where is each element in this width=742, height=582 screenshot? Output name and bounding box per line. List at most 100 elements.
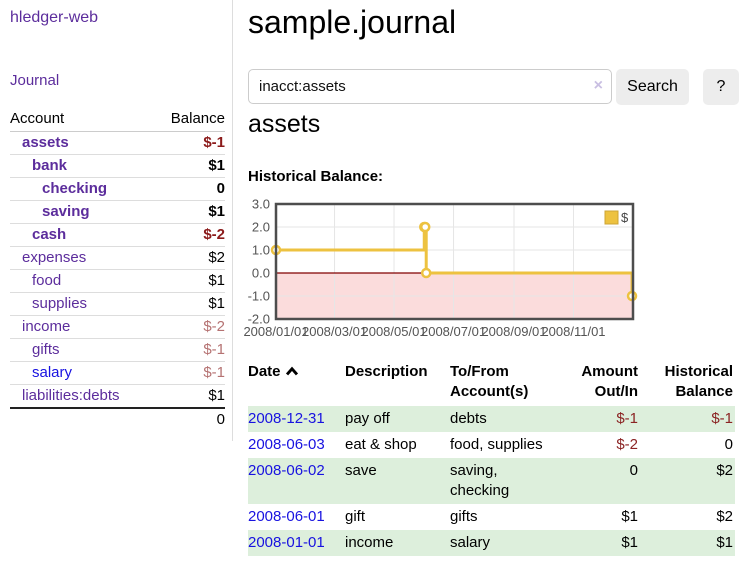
- register-table: Date Description To/From Account(s) Amount …: [248, 360, 735, 556]
- account-link[interactable]: income: [22, 318, 71, 335]
- chart-title: Historical Balance:: [248, 168, 384, 185]
- chart-svg: $3.0 2.0 1.0 0.0 -1.0 -2.02008/01/012008/03/0…: [243, 197, 638, 339]
- transaction-accounts: saving, checking: [450, 462, 510, 499]
- page-title: sample.journal: [248, 4, 457, 40]
- clear-search-icon[interactable]: ×: [593, 77, 603, 94]
- help-button[interactable]: ?: [703, 69, 739, 105]
- account-heading: assets: [248, 110, 321, 138]
- accounts-total-row: 0: [10, 407, 225, 431]
- register-col-historical-balance: Historical Balance: [664, 363, 733, 400]
- account-row: liabilities:debts $1: [10, 384, 225, 408]
- transaction-accounts: gifts: [450, 508, 478, 525]
- account-link[interactable]: liabilities:debts: [22, 387, 120, 404]
- transaction-description: income: [345, 534, 394, 551]
- account-balance: $-2: [153, 223, 225, 247]
- register-col-to-from-account-s: To/From Account(s): [450, 363, 529, 400]
- account-link[interactable]: bank: [32, 157, 68, 174]
- accounts-total-value: 0: [153, 407, 225, 431]
- legend-label: $: [621, 210, 629, 225]
- account-row: expenses $2: [10, 246, 225, 270]
- accounts-col-account: Account: [10, 107, 154, 132]
- register-col-description: Description: [345, 363, 428, 380]
- account-link[interactable]: supplies: [32, 295, 88, 312]
- register-row: 2008-12-31 pay off debts $-1 $-1: [248, 406, 735, 432]
- account-balance: 0: [153, 177, 225, 201]
- account-link[interactable]: checking: [42, 180, 108, 197]
- x-tick-label: 2008/01/01: [243, 324, 308, 339]
- transaction-amount: $-1: [616, 410, 638, 427]
- accounts-header-row: Account Balance: [10, 107, 225, 132]
- transaction-accounts: food, supplies: [450, 436, 543, 453]
- search-row: × Search ?: [248, 69, 739, 105]
- transaction-date-link[interactable]: 2008-12-31: [248, 410, 325, 427]
- transaction-amount: 0: [629, 462, 638, 479]
- x-tick-label: 2008/09/01: [481, 324, 546, 339]
- transaction-date-link[interactable]: 2008-06-03: [248, 436, 325, 453]
- register-col-amount-out-in: Amount Out/In: [581, 363, 638, 400]
- app-title-link[interactable]: hledger-web: [10, 9, 99, 26]
- x-tick-label: 2008/05/01: [361, 324, 426, 339]
- account-link[interactable]: cash: [32, 226, 67, 243]
- account-row: bank $1: [10, 154, 225, 178]
- transaction-description: pay off: [345, 410, 390, 427]
- account-balance: $-1: [203, 134, 225, 151]
- account-link[interactable]: food: [32, 272, 62, 289]
- account-row: assets $-1: [10, 132, 225, 155]
- accounts-table: Account Balance assets $-1 bank $1 checking 0…: [10, 107, 225, 431]
- register-row: 2008-06-02 save saving, checking 0 $2: [248, 458, 735, 504]
- account-balance: $1: [153, 154, 225, 178]
- transaction-description: gift: [345, 508, 366, 525]
- account-balance: $1: [153, 384, 225, 408]
- account-balance: $-2: [153, 315, 225, 339]
- transaction-amount: $1: [621, 534, 638, 551]
- x-tick-label: 2008/03/01: [302, 324, 367, 339]
- x-tick-label: 2008/11/01: [541, 324, 605, 339]
- register-row: 2008-06-03 eat & shop food, supplies $-2 0: [248, 432, 735, 458]
- search-button[interactable]: Search: [616, 69, 689, 105]
- main-content: sample.journal × Search ? assets Histori…: [243, 0, 739, 556]
- transaction-balance: $2: [716, 508, 733, 525]
- account-link[interactable]: expenses: [22, 249, 87, 266]
- y-tick-label: 1.0: [252, 243, 270, 258]
- transaction-date-link[interactable]: 2008-01-01: [248, 534, 325, 551]
- transaction-date-link[interactable]: 2008-06-01: [248, 508, 325, 525]
- account-balance: $1: [153, 269, 225, 293]
- account-balance: $2: [153, 246, 225, 270]
- transaction-description: save: [345, 462, 377, 479]
- register-row: 2008-06-01 gift gifts $1 $2: [248, 504, 735, 530]
- search-input[interactable]: [248, 69, 612, 104]
- transaction-date-link[interactable]: 2008-06-02: [248, 462, 325, 479]
- transaction-accounts: debts: [450, 410, 487, 427]
- account-row: checking 0: [10, 177, 225, 201]
- account-link[interactable]: salary: [32, 364, 73, 381]
- sort-ascending-icon: [285, 366, 298, 376]
- legend-swatch: [604, 210, 619, 225]
- account-row: saving $1: [10, 200, 225, 224]
- historical-balance-chart: $3.0 2.0 1.0 0.0 -1.0 -2.0 2008/01/01 2008/03/0…: [240, 197, 680, 346]
- transaction-description: eat & shop: [345, 436, 417, 453]
- y-tick-label: -1.0: [248, 289, 270, 304]
- account-link[interactable]: gifts: [32, 341, 60, 358]
- account-link[interactable]: saving: [42, 203, 90, 220]
- account-row: gifts $-1: [10, 338, 225, 362]
- account-balance: $1: [153, 200, 225, 224]
- plot-border: [274, 202, 635, 321]
- transaction-balance: $1: [716, 534, 733, 551]
- sidebar-item-journal[interactable]: Journal: [10, 72, 60, 89]
- y-tick-label: 2.0: [252, 220, 270, 235]
- transaction-balance: $2: [716, 462, 733, 479]
- register-col-date[interactable]: Date: [248, 360, 345, 406]
- account-link[interactable]: assets: [22, 134, 69, 151]
- register-header-row: Date Description To/From Account(s) Amount …: [248, 360, 735, 406]
- account-balance: $1: [153, 292, 225, 316]
- x-tick-label: 2008/07/01: [421, 324, 486, 339]
- account-row: supplies $1: [10, 292, 225, 316]
- transaction-balance: $-1: [711, 410, 733, 427]
- account-row: income $-2: [10, 315, 225, 339]
- account-balance: $-1: [153, 361, 225, 385]
- accounts-col-balance: Balance: [153, 107, 225, 132]
- transaction-accounts: salary: [450, 534, 491, 551]
- register-row: 2008-01-01 income salary $1 $1: [248, 530, 735, 556]
- y-tick-label: 3.0: [252, 198, 270, 212]
